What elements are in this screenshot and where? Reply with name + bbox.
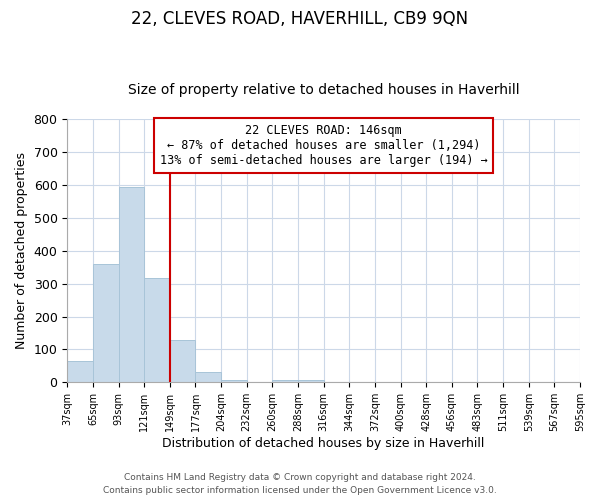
Text: 22, CLEVES ROAD, HAVERHILL, CB9 9QN: 22, CLEVES ROAD, HAVERHILL, CB9 9QN (131, 10, 469, 28)
Text: 22 CLEVES ROAD: 146sqm
← 87% of detached houses are smaller (1,294)
13% of semi-: 22 CLEVES ROAD: 146sqm ← 87% of detached… (160, 124, 488, 168)
Bar (196, 372, 221, 382)
Text: Contains HM Land Registry data © Crown copyright and database right 2024.
Contai: Contains HM Land Registry data © Crown c… (103, 474, 497, 495)
Bar (170, 340, 196, 382)
Bar (272, 380, 298, 382)
Bar (67, 361, 93, 382)
Bar (119, 188, 144, 382)
Bar (93, 264, 119, 382)
Bar (221, 380, 247, 382)
Y-axis label: Number of detached properties: Number of detached properties (15, 152, 28, 349)
Title: Size of property relative to detached houses in Haverhill: Size of property relative to detached ho… (128, 83, 520, 97)
Bar (298, 380, 323, 382)
Bar (144, 278, 170, 382)
X-axis label: Distribution of detached houses by size in Haverhill: Distribution of detached houses by size … (163, 437, 485, 450)
